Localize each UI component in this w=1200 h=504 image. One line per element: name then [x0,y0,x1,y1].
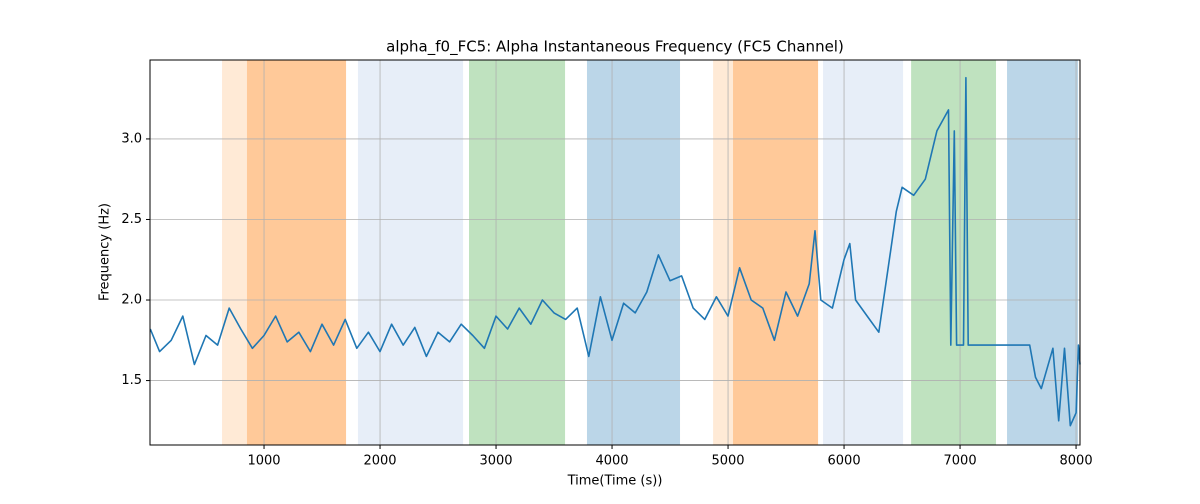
shaded-span [911,60,997,445]
x-tick-label: 3000 [479,454,512,469]
y-axis-label: Frequency (Hz) [98,203,113,301]
x-tick-label: 4000 [595,454,628,469]
y-tick-label: 2.5 [121,212,142,227]
shaded-span [357,60,464,445]
y-tick-label: 1.5 [121,373,142,388]
x-tick-label: 6000 [828,454,861,469]
plot-frame [149,59,1081,446]
y-tick-label: 2.0 [121,293,142,308]
chart-title: alpha_f0_FC5: Alpha Instantaneous Freque… [386,38,844,57]
shaded-span [733,60,819,445]
x-tick-label: 1000 [247,454,280,469]
shaded-span [469,60,566,445]
x-tick-label: 2000 [363,454,396,469]
shaded-span [586,60,681,445]
data-line [149,76,1081,427]
x-tick-label: 5000 [711,454,744,469]
y-tick-label: 3.0 [121,131,142,146]
shaded-span [246,60,347,445]
x-tick-label: 8000 [1060,454,1093,469]
x-axis-label: Time(Time (s)) [567,474,663,489]
x-tick-label: 7000 [944,454,977,469]
